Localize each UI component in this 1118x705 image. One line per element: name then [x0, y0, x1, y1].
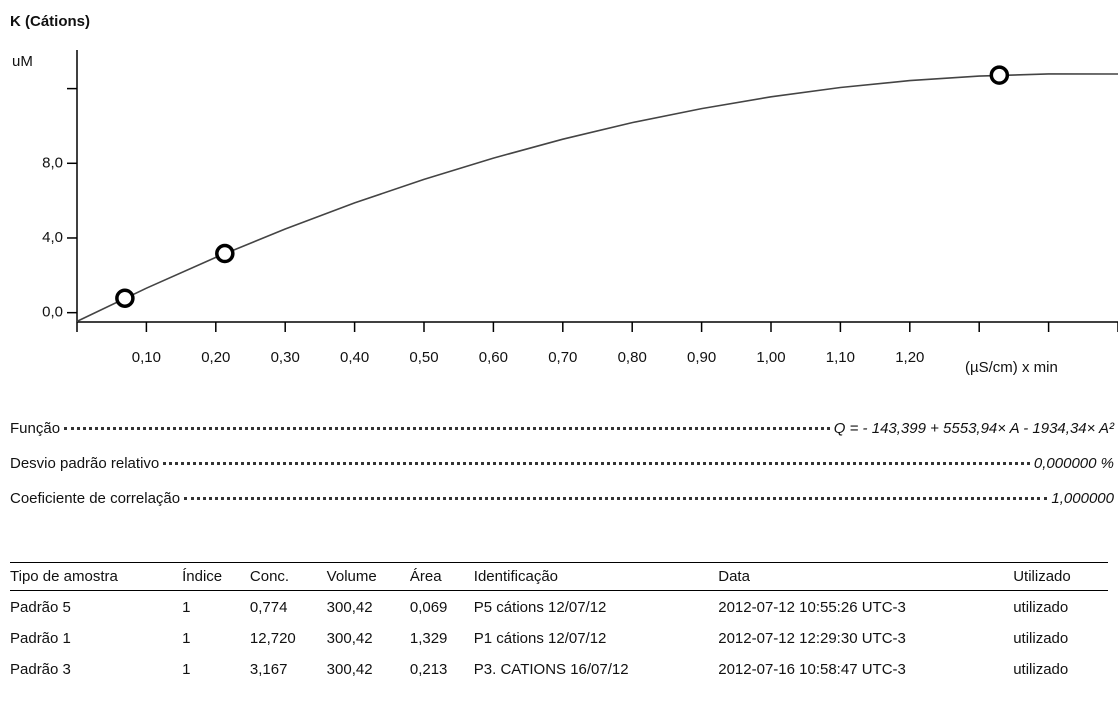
sample-table: Tipo de amostra Índice Conc. Volume Área Iden… — [10, 562, 1108, 684]
table-row: Padrão 1 1 12,720 300,42 1,329 P1 cátions 12/… — [10, 622, 1108, 653]
table-cell: 12,720 — [249, 630, 296, 647]
table-cell: P1 cátions 12/07/12 — [473, 630, 607, 647]
data-point — [115, 288, 135, 308]
table-cell: 0,774 — [249, 599, 288, 616]
stat-row: Função Q = - 143,399 + 5553,94× A - 1934,… — [10, 420, 1114, 455]
y-tick-label: 0,0 — [42, 304, 63, 321]
stat-row: Desvio padrão relativo 0,000000 % — [10, 455, 1114, 490]
y-tick-label: 8,0 — [42, 154, 63, 171]
x-tick-label: 0,20 — [201, 349, 230, 366]
y-axis-label: uM — [12, 53, 33, 70]
table-cell: 300,42 — [326, 661, 373, 678]
table-cell: utilizado — [1013, 599, 1069, 616]
column-header: Data — [718, 562, 1014, 591]
dot-leader — [163, 462, 1030, 465]
table-cell: 0,213 — [409, 661, 448, 678]
dot-leader — [64, 427, 830, 430]
stat-label: Função — [10, 420, 61, 437]
x-axis-label: (µS/cm) x min — [965, 359, 1058, 376]
header-row: Tipo de amostra Índice Conc. Volume Área Iden… — [10, 562, 1108, 591]
table-cell: 1 — [182, 599, 191, 616]
fit-curve — [76, 73, 1118, 323]
table-cell: 300,42 — [326, 599, 373, 616]
table-cell: Padrão 5 — [10, 599, 71, 616]
x-tick-label: 0,10 — [132, 349, 161, 366]
table-cell: 300,42 — [326, 630, 373, 647]
column-header: Volume — [326, 562, 410, 591]
table-cell: 2012-07-12 12:29:30 UTC-3 — [718, 630, 906, 647]
data-point — [989, 65, 1010, 85]
x-tick-label: 0,60 — [479, 349, 508, 366]
stat-value: Q = - 143,399 + 5553,94× A - 1934,34× A² — [833, 420, 1114, 437]
column-header: Identificação — [473, 562, 719, 591]
table-cell: P3. CATIONS 16/07/12 — [473, 661, 629, 678]
table-cell: Padrão 1 — [10, 630, 71, 647]
table-cell: 2012-07-16 10:58:47 UTC-3 — [718, 661, 906, 678]
x-tick-label: 0,90 — [687, 349, 716, 366]
x-tick-label: 0,70 — [548, 349, 577, 366]
data-point — [215, 243, 235, 264]
stat-label: Desvio padrão relativo — [10, 455, 160, 472]
x-tick-label: 0,40 — [340, 349, 369, 366]
table-row: Padrão 5 1 0,774 300,42 0,069 P5 cátions 12/0… — [10, 591, 1108, 623]
stat-label: Coeficiente de correlação — [10, 490, 181, 507]
table-cell: Padrão 3 — [10, 661, 71, 678]
stats: Função Q = - 143,399 + 5553,94× A - 1934,… — [10, 420, 1114, 525]
column-header: Área — [409, 562, 474, 591]
chart: K (Cátions) uM (µS/cm) x min 0,0 4,0 8,0 0,… — [10, 13, 1118, 376]
x-tick-label: 1,10 — [826, 349, 855, 366]
table-cell: utilizado — [1013, 630, 1069, 647]
table-cell: utilizado — [1013, 661, 1069, 678]
x-tick-label: 0,30 — [271, 349, 300, 366]
stat-value: 1,000000 — [1051, 490, 1114, 507]
table-row: Padrão 3 1 3,167 300,42 0,213 P3. CATIONS 16/… — [10, 653, 1108, 684]
table-cell: 0,069 — [409, 599, 448, 616]
column-header: Conc. — [249, 562, 327, 591]
column-header: Tipo de amostra — [10, 562, 183, 591]
dot-leader — [184, 497, 1048, 500]
column-header: Índice — [182, 562, 250, 591]
chart-title: K (Cátions) — [10, 13, 90, 30]
column-header: Utilizado — [1013, 562, 1108, 591]
table-cell: 3,167 — [249, 661, 288, 678]
stat-value: 0,000000 % — [1033, 455, 1114, 472]
table-cell: 1,329 — [409, 630, 448, 647]
table-cell: 1 — [182, 661, 191, 678]
x-tick-label: 1,20 — [895, 349, 924, 366]
x-tick-label: 0,50 — [409, 349, 438, 366]
y-tick-label: 4,0 — [42, 229, 63, 246]
x-tick-label: 1,00 — [756, 349, 785, 366]
table-cell: 2012-07-12 10:55:26 UTC-3 — [718, 599, 906, 616]
x-tick-label: 0,80 — [618, 349, 647, 366]
table-cell: 1 — [182, 630, 191, 647]
stat-row: Coeficiente de correlação 1,000000 — [10, 490, 1114, 525]
table-cell: P5 cátions 12/07/12 — [473, 599, 607, 616]
